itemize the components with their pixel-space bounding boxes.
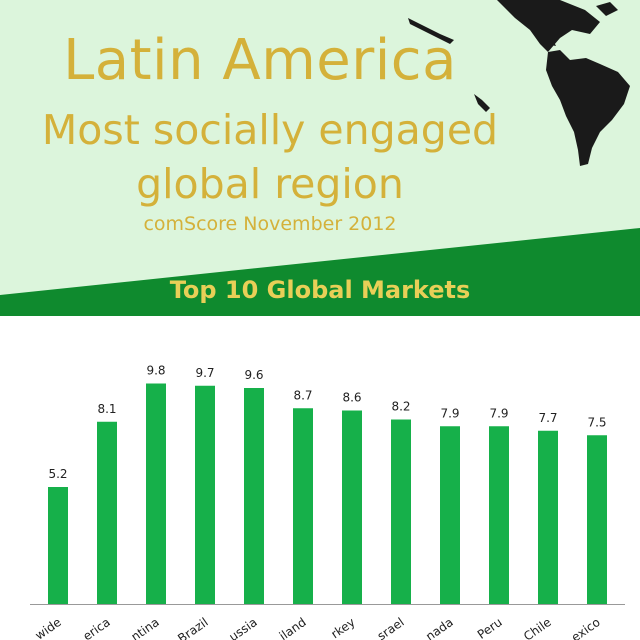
category-label: rkey	[328, 615, 357, 640]
category-label: exico	[569, 615, 603, 640]
bar-mexico	[587, 435, 607, 604]
header-panel: Latin America Most socially engaged glob…	[0, 0, 640, 316]
bar-latin-america	[97, 421, 117, 604]
value-label: 9.8	[146, 364, 165, 378]
value-label: 9.7	[195, 366, 214, 380]
bar-brazil	[195, 385, 215, 604]
value-label: 9.6	[244, 368, 263, 382]
bar-argentina	[146, 383, 166, 604]
value-label: 8.2	[391, 400, 410, 414]
value-label: 8.7	[293, 388, 312, 402]
banner-stripe	[0, 228, 640, 316]
category-label: wide	[33, 615, 64, 640]
category-label: ussia	[226, 615, 259, 640]
value-label: 7.9	[489, 406, 508, 420]
bar-russia	[244, 388, 264, 604]
value-label: 8.1	[97, 402, 116, 416]
category-label: Chile	[521, 615, 554, 640]
value-labels-layer: 5.2 8.1 9.8 9.7 9.6 8.7 8.6 8.2 7.9 7.9 7.7 7.5	[48, 364, 606, 482]
value-label: 5.2	[48, 467, 67, 481]
bar-canada	[440, 426, 460, 604]
category-label: Peru	[475, 615, 505, 640]
category-labels-layer: wide erica ntina Brazil ussia iland rkey srael n…	[33, 615, 603, 640]
source-caption: comScore November 2012	[143, 213, 397, 235]
value-label: 7.5	[587, 415, 606, 429]
main-title: Latin America	[63, 28, 457, 93]
bars-layer	[48, 383, 607, 604]
americas-map-icon	[408, 0, 630, 166]
bar-israel	[391, 419, 411, 604]
subtitle-line-1: Most socially engaged	[41, 106, 499, 154]
bar-thailand	[293, 408, 313, 604]
category-label: ntina	[129, 615, 162, 640]
bar-peru	[489, 426, 509, 604]
category-label: Brazil	[175, 615, 210, 640]
subtitle-line-2: global region	[136, 160, 404, 208]
bar-worldwide	[48, 487, 68, 604]
category-label: nada	[423, 615, 456, 640]
banner-title: Top 10 Global Markets	[169, 276, 471, 304]
bar-turkey	[342, 410, 362, 604]
bar-chile	[538, 430, 558, 604]
header-graphics	[0, 0, 640, 316]
category-label: srael	[375, 615, 407, 640]
bar-chart: 5.2 8.1 9.8 9.7 9.6 8.7 8.6 8.2 7.9 7.9 7.7 7.5 wid…	[30, 364, 625, 640]
category-label: iland	[277, 615, 309, 640]
value-label: 7.7	[538, 411, 557, 425]
value-label: 7.9	[440, 406, 459, 420]
category-label: erica	[80, 615, 112, 640]
value-label: 8.6	[342, 391, 361, 405]
